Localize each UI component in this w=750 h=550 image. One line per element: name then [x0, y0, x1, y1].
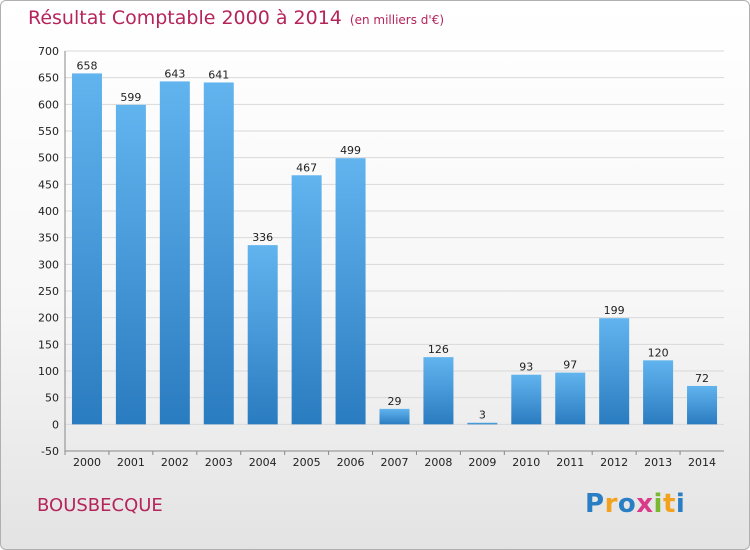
bar-2011 [555, 372, 586, 425]
x-tick-label: 2007 [381, 456, 409, 469]
y-tick-label: 600 [38, 98, 59, 111]
bar-2002 [159, 81, 190, 425]
y-tick-label: 550 [38, 125, 59, 138]
data-label: 499 [340, 144, 361, 157]
data-label: 93 [519, 361, 533, 374]
x-tick-label: 2012 [600, 456, 628, 469]
data-label: 643 [164, 67, 185, 80]
y-tick-label: -50 [41, 445, 59, 458]
y-tick-label: 0 [52, 418, 59, 431]
x-tick-label: 2010 [512, 456, 540, 469]
bar-2003 [203, 82, 234, 425]
y-tick-label: 400 [38, 205, 59, 218]
logo-letter: P [585, 489, 605, 519]
x-tick-label: 2004 [249, 456, 277, 469]
logo-letter: i [653, 489, 663, 519]
y-tick-label: 200 [38, 312, 59, 325]
data-label: 29 [388, 395, 402, 408]
bar-2004 [247, 245, 278, 425]
town-name: BOUSBECQUE [37, 495, 163, 516]
x-tick-label: 2013 [644, 456, 672, 469]
data-labels: 658 599 643 641 336 467 499 29 126 3 93 97 199 120 72 [76, 59, 709, 421]
bar-2010 [511, 374, 542, 425]
data-label: 199 [604, 304, 625, 317]
bars [71, 73, 718, 425]
y-tick-label: 700 [38, 45, 59, 58]
axes: -50 0 50 100 150 200 250 300 350 400 450 500 550 600 6… [38, 45, 724, 469]
y-tick-label: 350 [38, 232, 59, 245]
logo-letter: r [604, 489, 618, 519]
proxiti-logo: Proxiti [585, 489, 685, 519]
data-label: 641 [208, 68, 229, 81]
bar-2014 [687, 385, 718, 425]
data-label: 3 [479, 409, 486, 422]
x-tick-label: 2009 [468, 456, 496, 469]
logo-letter: i [675, 489, 686, 519]
data-label: 336 [252, 231, 273, 244]
data-label: 658 [76, 59, 97, 72]
logo-letter: t [662, 489, 676, 519]
bar-2013 [643, 360, 674, 425]
y-tick-label: 450 [38, 178, 59, 191]
data-label: 467 [296, 161, 317, 174]
x-tick-label: 2002 [161, 456, 189, 469]
x-tick-label: 2014 [688, 456, 716, 469]
bar-2001 [115, 104, 146, 425]
data-label: 97 [563, 359, 577, 372]
x-tick-label: 2000 [73, 456, 101, 469]
data-label: 120 [648, 346, 669, 359]
data-label: 599 [120, 91, 141, 104]
y-tick-label: 500 [38, 152, 59, 165]
bar-2007 [379, 408, 410, 425]
y-tick-label: 50 [45, 392, 59, 405]
logo-letter: o [617, 489, 637, 519]
y-tick-label: 250 [38, 285, 59, 298]
y-tick-label: 300 [38, 258, 59, 271]
x-tick-label: 2011 [556, 456, 584, 469]
data-label: 72 [695, 372, 709, 385]
chart-title-text: Résultat Comptable 2000 à 2014 [28, 7, 342, 29]
x-tick-label: 2008 [424, 456, 452, 469]
bar-2009 [467, 422, 498, 425]
logo-letter: x [636, 489, 654, 519]
chart-unit-label: (en milliers d'€) [349, 13, 445, 27]
x-tick-label: 2003 [205, 456, 233, 469]
x-tick-label: 2006 [337, 456, 365, 469]
bar-2012 [599, 318, 630, 425]
bar-2006 [335, 158, 366, 425]
x-tick-label: 2001 [117, 456, 145, 469]
chart-title: Résultat Comptable 2000 à 2014 (en millie… [28, 7, 444, 29]
y-tick-label: 150 [38, 338, 59, 351]
data-label: 126 [428, 343, 449, 356]
bar-2008 [423, 357, 454, 425]
y-tick-label: 650 [38, 72, 59, 85]
y-tick-label: 100 [38, 365, 59, 378]
bar-2000 [71, 73, 102, 425]
x-tick-label: 2005 [293, 456, 321, 469]
bar-2005 [291, 175, 322, 425]
